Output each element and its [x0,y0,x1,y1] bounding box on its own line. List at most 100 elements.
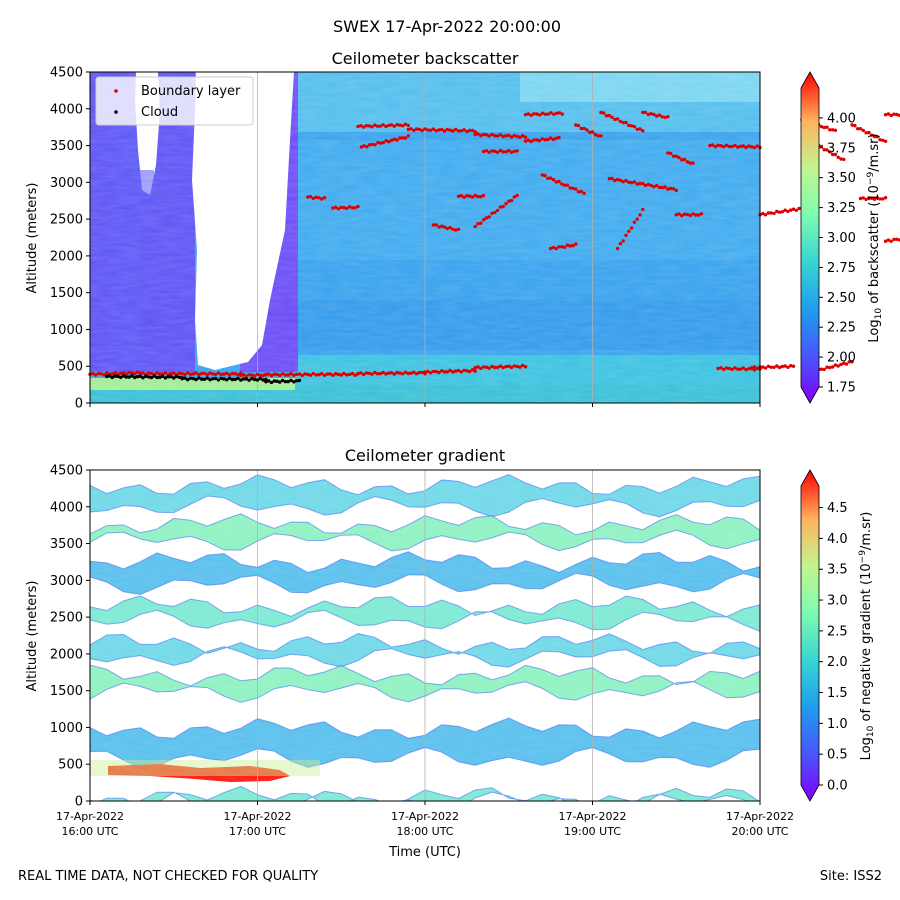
boundary-layer-point [479,221,483,225]
boundary-layer-point [772,365,776,369]
cloud-point [283,379,288,384]
boundary-layer-point [322,196,327,200]
boundary-layer-point [543,112,547,116]
boundary-layer-point [830,365,835,369]
boundary-layer-point [833,363,838,367]
boundary-layer-point [526,112,530,116]
colorbar-tick-label: 1.5 [827,686,848,701]
boundary-layer-point [379,141,383,145]
boundary-layer-point [621,239,625,243]
boundary-layer-point [507,199,511,203]
boundary-layer-point [641,207,645,212]
gradient-colorbar: 0.0 0.5 1.0 1.5 2.0 2.5 3.0 3.5 4.0 4.5 Log10 of … [800,469,876,802]
boundary-layer-point [501,204,505,209]
boundary-layer-point [364,124,369,128]
boundary-layer-point [629,124,634,128]
boundary-layer-point [93,373,98,377]
x-tick-label-date: 17-Apr-2022 [391,810,459,823]
boundary-layer-point [546,112,550,116]
boundary-layer-point [336,207,341,211]
boundary-layer-point [473,369,477,373]
boundary-layer-point [889,113,893,118]
cloud-point [280,378,285,383]
boundary-layer-point [177,371,181,375]
boundary-layer-point [791,207,796,211]
colorbar-tick-label: 1.75 [827,381,856,396]
cloud-point [183,376,187,380]
boundary-layer-point [286,373,290,377]
boundary-layer-point [769,211,773,215]
boundary-layer-point [96,371,101,376]
boundary-layer-point [749,366,754,370]
boundary-layer-point [272,372,276,376]
boundary-layer-point [420,128,424,133]
boundary-layer-point [498,133,503,137]
boundary-layer-point [629,226,634,230]
boundary-layer-point [579,126,583,131]
boundary-layer-point [487,366,491,370]
boundary-layer-point [398,371,402,375]
boundary-layer-point [247,373,251,377]
boundary-layer-point [652,112,656,117]
boundary-layer-point [183,372,187,377]
boundary-layer-point [501,365,505,370]
boundary-layer-point [465,129,469,134]
boundary-layer-point [403,370,408,374]
boundary-layer-point [638,213,642,217]
cloud-point [158,375,162,379]
boundary-layer-point [638,181,642,186]
boundary-layer-point [375,372,380,376]
boundary-layer-point [392,137,397,141]
boundary-layer-point [456,129,461,133]
boundary-layer-point [191,372,195,376]
boundary-layer-point [440,369,444,373]
boundary-layer-point [359,124,363,128]
boundary-layer-point [437,225,441,229]
boundary-layer-point [557,111,562,115]
cloud-point [194,377,198,382]
boundary-layer-point [239,373,243,378]
boundary-layer-point [766,211,771,215]
cloud-point [202,377,207,381]
boundary-layer-point [738,144,743,148]
legend-cloud-marker [114,110,118,114]
boundary-layer-point [850,360,854,364]
boundary-layer-point [842,361,846,365]
boundary-layer-point [791,364,796,368]
colorbar-tick-label: 4.5 [827,501,848,516]
boundary-layer-point [350,371,355,376]
boundary-layer-point [102,373,106,377]
boundary-layer-point [685,212,690,217]
x-tick-label-time: 18:00 UTC [396,825,453,838]
boundary-layer-point [342,205,346,210]
boundary-layer-point [853,124,857,128]
boundary-layer-point [236,373,240,377]
boundary-layer-point [741,366,745,370]
cloud-point [278,380,282,384]
cloud-point [121,374,126,378]
cloud-point [133,375,137,380]
boundary-layer-point [576,123,581,128]
boundary-layer-point [141,371,145,375]
boundary-layer-point [641,181,645,186]
boundary-layer-point [121,371,126,375]
boundary-layer-point [515,364,519,369]
boundary-layer-point [786,209,790,214]
boundary-layer-point [306,372,310,377]
cloud-point [261,378,265,382]
boundary-layer-point [387,123,391,128]
boundary-layer-point [543,138,547,142]
boundary-layer-point [186,371,190,375]
boundary-layer-point [426,128,430,132]
boundary-layer-point [822,367,826,372]
boundary-layer-point [406,127,410,132]
boundary-layer-point [119,371,123,375]
boundary-layer-point [468,369,472,374]
boundary-layer-point [381,140,386,145]
boundary-layer-point [551,178,556,182]
boundary-layer-point [858,196,863,201]
cloud-point [264,380,268,384]
backscatter-colorbar-ticks: 1.75 2.00 2.25 2.50 2.75 3.00 3.25 3.50 3.75 4.00 [819,111,856,396]
boundary-layer-point [727,144,731,149]
